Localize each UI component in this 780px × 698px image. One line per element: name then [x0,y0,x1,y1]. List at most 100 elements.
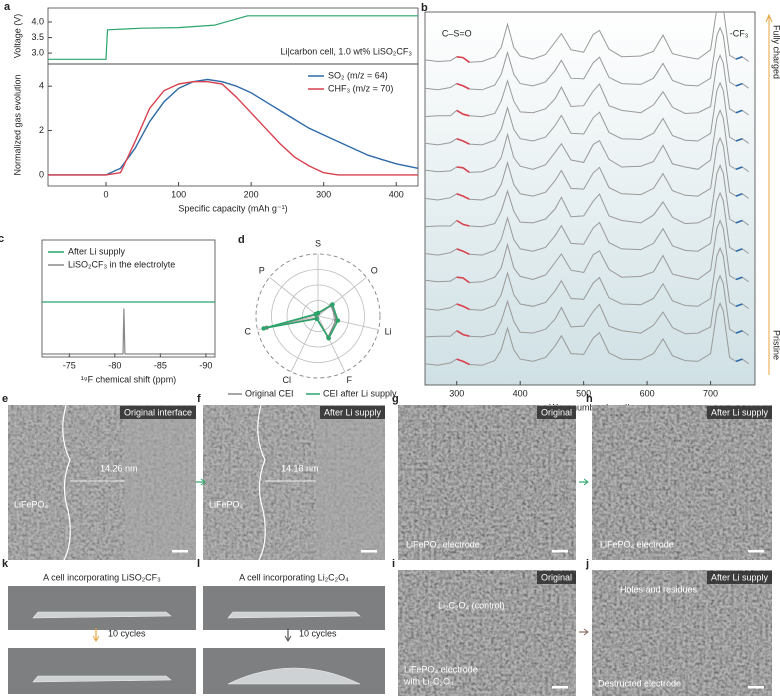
spectrum-highlight [735,82,743,87]
spectrum-highlight [735,358,743,363]
legend-label: SO₂ (m/z = 64) [328,70,388,80]
panel-label: f [197,393,201,405]
panel-text: LiFePO₄ electrode [406,539,480,549]
spectrum-highlight [735,137,743,142]
photo [8,648,196,694]
spectrum [425,26,749,91]
y-tick-label: 3.5 [31,32,44,42]
legend-label: LiSO₂CF₃ in the electrolyte [68,259,175,269]
panel-text: 10 cycles [299,628,337,638]
arrow-head [200,478,206,486]
radar-point [314,316,319,321]
spectrum-highlight [456,358,470,366]
panel-label: c [0,233,4,245]
panel-label: h [586,393,593,405]
spectrum-highlight [456,219,470,227]
spectrum-highlight [456,82,470,90]
scale-bar [172,550,188,553]
spectrum [425,301,749,366]
legend-label: CEI after Li supply [323,388,397,398]
panel-text: LiFePO₄ [209,499,244,509]
panel-text: Li₂C₂O₄ (control) [438,600,505,610]
spectrum [425,109,749,173]
interface-line [257,404,266,561]
amorphous-layer [315,405,385,560]
radar-point [261,326,266,331]
y-tick-label: 4 [39,81,44,91]
x-tick-label: 200 [244,189,259,199]
x-tick-label: 700 [703,388,718,398]
spectrum [425,136,749,201]
radar-spoke [317,315,346,373]
spectrum-highlight [735,329,743,334]
spectrum [425,12,749,63]
top-label: Fully charged [772,25,780,79]
radar-ring [255,253,381,379]
x-axis-label: Specific capacity (mAh g⁻¹) [178,203,287,213]
y-tick-label: 3.0 [31,47,44,57]
spectrum-highlight [456,109,470,117]
panel-text: 14.26 nm [100,463,138,473]
panel-badge [536,406,576,419]
x-tick-label: -75 [63,360,76,370]
radar-point [330,302,335,307]
arrow-head [583,478,589,486]
x-tick-label: 400 [513,388,528,398]
micrograph-texture [398,570,576,696]
panel-text: LiFePO₄ electrode [600,539,674,549]
spectra [425,12,749,366]
panel-badge [119,406,196,419]
panel-text: A cell incorporating Li₂C₂O₄ [239,572,349,582]
bottom-label: Pristine [772,330,780,360]
spectrum-highlight [456,248,470,256]
spectrum-highlight [735,276,743,281]
radar-axis-label: O [371,265,378,275]
spectrum-highlight [735,56,743,60]
panel-text: Holes and residues [620,584,698,594]
panel-badge-label: Original [541,572,572,582]
x-tick-label: 0 [104,189,109,199]
panel-label: d [238,234,245,246]
pouch-cell [32,611,172,619]
panel-badge-label: After Li supply [324,407,382,417]
radar-point [335,318,341,323]
arrow-head [583,628,589,636]
annotation: C–S=O [442,28,472,38]
spectrum-highlight [456,276,470,284]
spectrum [425,53,749,118]
radar-spoke [269,277,319,317]
y-axis-label: Normalized gas evolution [12,74,22,175]
x-tick-label: -90 [199,360,212,370]
amorphous-layer [124,405,196,560]
spectrum [425,191,749,256]
spectrum-highlight [735,193,743,197]
spectrum-highlight [456,303,470,311]
panel-label: k [2,558,9,570]
spectrum-highlight [735,109,743,114]
y-tick-label: 0 [39,169,44,179]
panel-text: 10 cycles [108,628,146,638]
radar-polygon [263,303,339,340]
panel-badge [706,406,772,419]
radar-axis-label: C [245,326,252,336]
radar-spoke [290,315,319,373]
scale-bar [748,550,764,553]
spectrum-highlight [456,137,470,145]
micrograph-texture [398,405,576,560]
panel-badge [706,571,772,584]
panel-badge [536,571,576,584]
x-tick-label: 600 [640,388,655,398]
radar-spoke [317,277,367,317]
radar-axis-label: Cl [283,375,292,385]
x-tick-label: 300 [449,388,464,398]
panel-badge-label: After Li supply [711,407,769,417]
series-line [42,308,215,355]
arrow-head [284,635,292,642]
panel-badge-label: Original [541,407,572,417]
spectrum-highlight [735,166,743,171]
scale-bar [552,686,568,689]
series-line [48,15,418,60]
pouch-cell [227,611,361,619]
radar-axis-label: F [346,375,352,385]
spectrum [425,246,749,311]
